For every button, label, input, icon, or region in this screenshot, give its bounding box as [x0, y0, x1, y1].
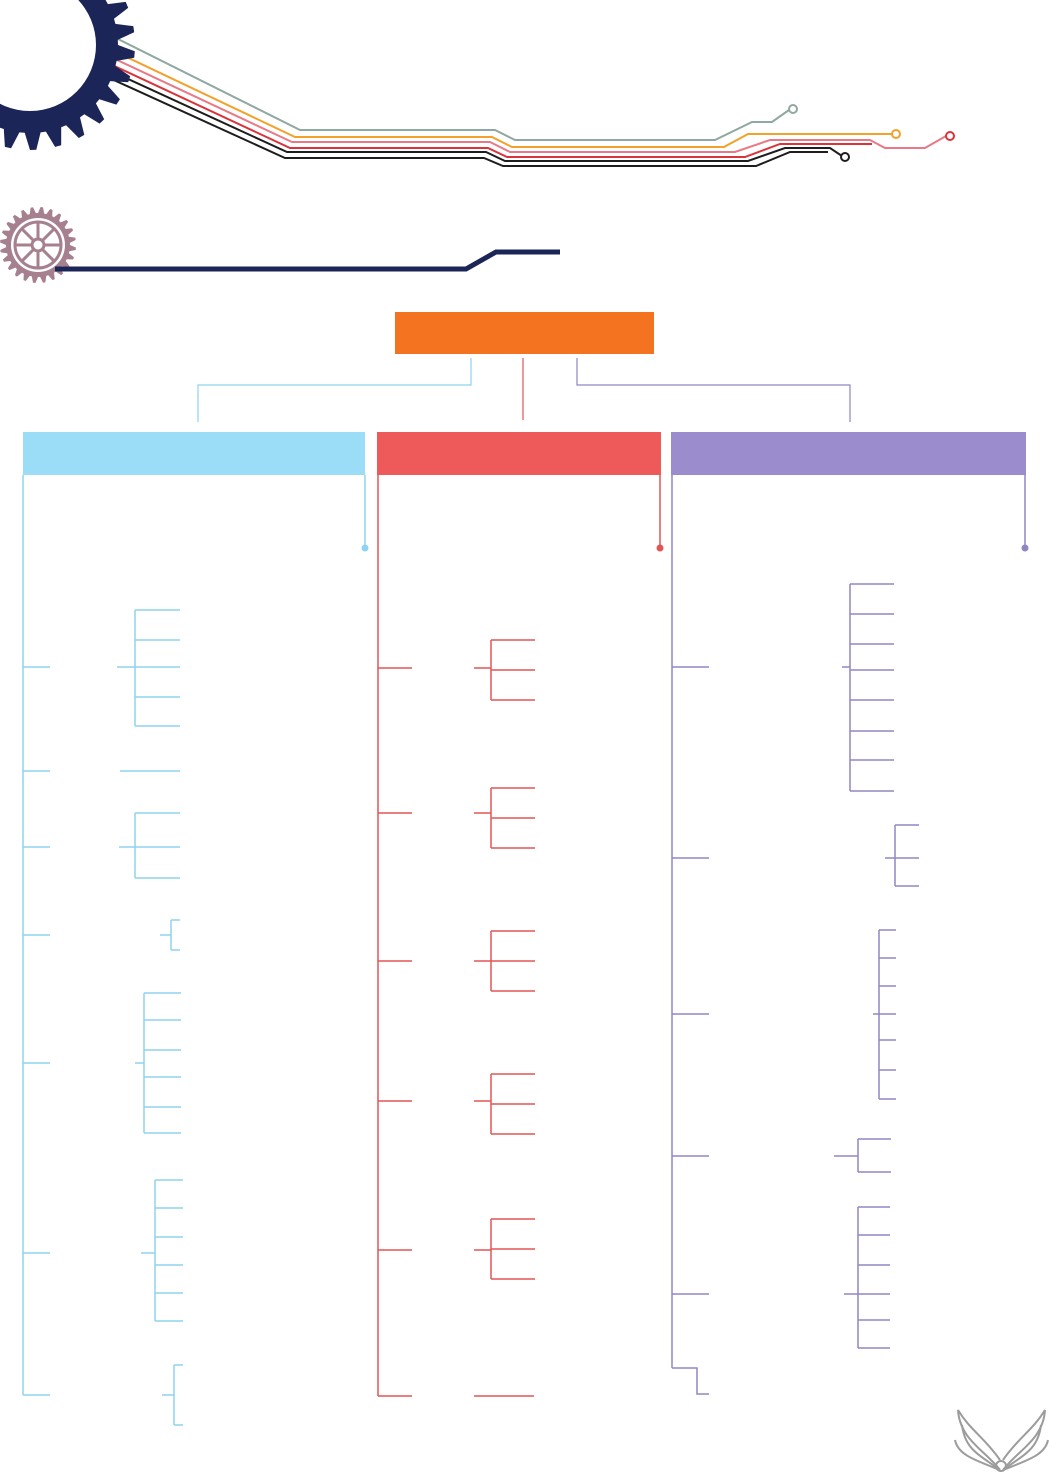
wire-gray	[59, 9, 790, 141]
column-header-bg-purple	[671, 432, 1026, 475]
wire-red-terminal	[945, 131, 955, 141]
column-header-bg-red	[377, 432, 661, 475]
column-header-purple	[671, 432, 1026, 475]
wire-orange	[39, 15, 893, 148]
gear-hole	[0, 0, 96, 111]
purple-edge-dot	[1021, 544, 1029, 552]
root-box-bg	[395, 312, 654, 354]
wire-black-2	[25, 39, 828, 167]
circuit-wires	[25, 9, 955, 167]
blue-edge-dot	[361, 544, 369, 552]
column-header-blue	[23, 432, 365, 475]
tree-red	[377, 475, 535, 1397]
gear-icon	[0, 0, 135, 150]
wire-pink	[35, 21, 947, 153]
red-edge-dot	[656, 544, 664, 552]
root-node	[395, 312, 654, 354]
root-connectors	[197, 358, 851, 422]
tree-blue	[22, 475, 183, 1426]
tree-layer	[22, 475, 919, 1426]
wire-red	[32, 27, 872, 158]
gear-wheel-hub	[30, 237, 46, 253]
column-frames	[361, 475, 1029, 552]
tree-purple	[671, 475, 919, 1395]
wings-logo-icon	[954, 1409, 1049, 1472]
column-header-bg-blue	[23, 432, 365, 475]
wire-black-1	[29, 33, 843, 162]
wire-gray-terminal	[788, 104, 798, 114]
gear-wheel-icon	[0, 207, 76, 283]
column-header-red	[377, 432, 661, 475]
header-divider-line	[55, 249, 560, 272]
connector-blue	[197, 358, 472, 422]
wire-black-terminal	[840, 152, 850, 162]
wire-orange-terminal	[891, 129, 901, 139]
tree-elbow-node	[672, 1367, 709, 1395]
connector-purple	[576, 358, 851, 422]
